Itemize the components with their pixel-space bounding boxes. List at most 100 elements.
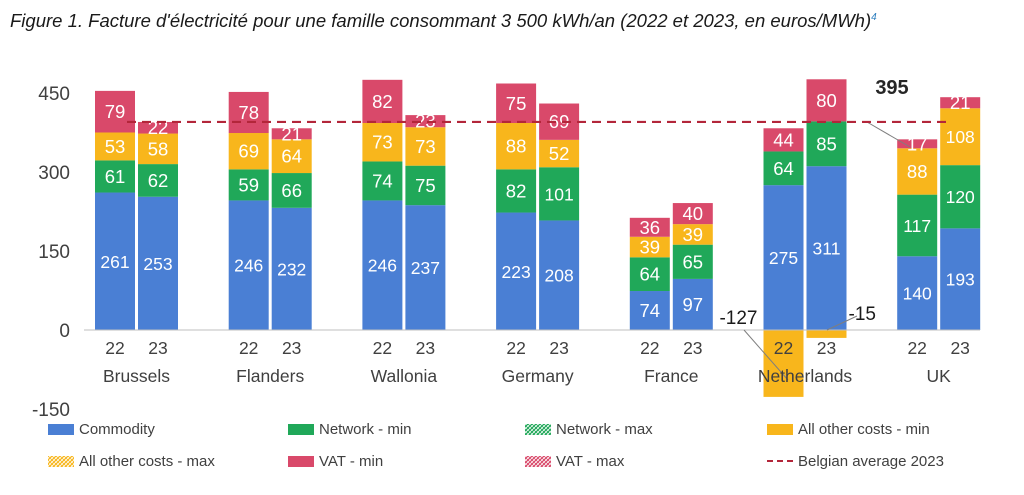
data-label-commodity: 237 bbox=[411, 258, 440, 278]
data-label-vat: 21 bbox=[281, 123, 302, 144]
data-label-other: 39 bbox=[683, 224, 704, 245]
segment-network bbox=[940, 165, 981, 229]
data-label-network: 61 bbox=[105, 166, 126, 187]
bar-wallonia-23: 237 75 73 23 bbox=[405, 111, 446, 330]
segment-vat bbox=[672, 203, 713, 225]
segment-vat bbox=[138, 121, 178, 134]
data-label-network: 66 bbox=[281, 180, 302, 201]
data-label-vat: 44 bbox=[773, 129, 794, 150]
data-label-other-negative: -127 bbox=[719, 308, 757, 329]
footnote-reference[interactable]: 4 bbox=[871, 11, 877, 23]
data-label-network: 65 bbox=[683, 251, 704, 272]
legend-item-all-other-costs-min: All other costs - min bbox=[767, 421, 930, 438]
segment-other bbox=[271, 139, 312, 174]
segment-other bbox=[806, 330, 847, 338]
x-country-label: Brussels bbox=[103, 366, 170, 386]
segment-other bbox=[496, 123, 537, 170]
x-country-label: Wallonia bbox=[371, 366, 438, 386]
legend-label: All other costs - max bbox=[79, 453, 215, 470]
legend-item-network-min: Network - min bbox=[288, 421, 412, 438]
legend-label: Belgian average 2023 bbox=[798, 453, 944, 470]
segment-other bbox=[95, 132, 135, 161]
data-label-vat: 82 bbox=[372, 91, 393, 112]
legend-label: All other costs - min bbox=[798, 421, 930, 438]
x-axis: 22 23 22 23 22 23 22 23 22 23 22 23 22 23 Brussels Flan… bbox=[103, 338, 970, 386]
data-label-network: 85 bbox=[816, 133, 837, 154]
data-label-vat: 23 bbox=[415, 111, 436, 132]
data-label-other: 69 bbox=[238, 141, 259, 162]
segment-vat bbox=[95, 90, 135, 133]
callout-leaders bbox=[743, 121, 911, 381]
legend-swatch bbox=[767, 424, 793, 435]
data-label-vat: 75 bbox=[506, 93, 527, 114]
data-label-vat: 22 bbox=[148, 117, 169, 138]
segment-vat bbox=[940, 97, 981, 109]
segment-other bbox=[405, 127, 446, 166]
data-label-commodity: 223 bbox=[501, 262, 530, 282]
figure-title: Figure 1. Facture d'électricité pour une… bbox=[10, 10, 1020, 32]
data-label-other: 53 bbox=[105, 136, 126, 157]
segment-commodity bbox=[496, 212, 537, 330]
segment-vat bbox=[362, 79, 403, 124]
x-year-label: 23 bbox=[950, 338, 969, 358]
segment-other bbox=[138, 133, 178, 165]
legend-swatch bbox=[288, 424, 314, 435]
x-year-label: 22 bbox=[907, 338, 926, 358]
x-year-label: 22 bbox=[506, 338, 525, 358]
bar-netherlands-23: 311 85 -15 80 bbox=[806, 79, 876, 338]
segment-vat bbox=[763, 128, 804, 152]
segment-network bbox=[138, 164, 178, 197]
segment-commodity bbox=[228, 200, 269, 330]
data-label-vat: 79 bbox=[105, 101, 126, 122]
bar-germany-22: 223 82 88 75 bbox=[496, 83, 537, 330]
segment-commodity bbox=[763, 185, 804, 330]
segment-commodity bbox=[138, 196, 178, 330]
data-label-other: 58 bbox=[148, 138, 169, 159]
legend-swatch bbox=[525, 456, 551, 467]
data-label-network: 64 bbox=[773, 158, 794, 179]
figure-title-text: Figure 1. Facture d'électricité pour une… bbox=[10, 10, 872, 31]
bar-uk-23: 193 120 108 21 bbox=[940, 92, 981, 330]
x-year-label: 23 bbox=[683, 338, 702, 358]
segment-network bbox=[806, 121, 847, 167]
segment-commodity bbox=[806, 166, 847, 330]
x-year-label: 23 bbox=[148, 338, 167, 358]
bar-germany-23: 208 101 52 69 bbox=[539, 103, 580, 330]
x-country-label: Germany bbox=[502, 366, 574, 386]
legend-swatch bbox=[525, 424, 551, 435]
data-label-vat: 17 bbox=[907, 133, 928, 154]
segment-vat bbox=[228, 91, 269, 134]
segment-other bbox=[763, 330, 804, 397]
legend-label: VAT - min bbox=[319, 453, 383, 470]
segment-network bbox=[539, 167, 580, 221]
segment-other bbox=[362, 123, 403, 162]
segment-other bbox=[539, 139, 580, 168]
data-label-network: 75 bbox=[415, 175, 436, 196]
x-country-label: Flanders bbox=[236, 366, 304, 386]
chart-panel: 450 300 150 0 -150 261 61 53 79 253 62 58 22 246 59 69 7… bbox=[22, 62, 1018, 492]
callout-leader-line bbox=[743, 329, 789, 381]
chart-legend: Commodity Network - min Network - max All o… bbox=[48, 421, 944, 470]
segment-network bbox=[763, 151, 804, 186]
segment-vat bbox=[629, 217, 670, 237]
segment-commodity bbox=[362, 200, 403, 330]
legend-label: Network - min bbox=[319, 421, 412, 438]
callout-leader-line bbox=[866, 121, 911, 148]
data-label-vat: 21 bbox=[950, 92, 971, 113]
stacked-bar-chart: 4503001500-15026161537925362582224659697… bbox=[32, 77, 981, 470]
bar-flanders-22: 246 59 69 78 bbox=[228, 91, 269, 330]
x-year-label: 23 bbox=[416, 338, 435, 358]
legend-swatch bbox=[48, 424, 74, 435]
x-country-label: UK bbox=[927, 366, 952, 386]
segment-network bbox=[271, 173, 312, 208]
x-country-label: Netherlands bbox=[758, 366, 853, 386]
data-label-other: 108 bbox=[946, 127, 975, 147]
x-year-label: 23 bbox=[817, 338, 836, 358]
segment-commodity bbox=[897, 256, 938, 330]
y-tick-label: 0 bbox=[59, 321, 70, 342]
data-label-network: 82 bbox=[506, 180, 527, 201]
segment-network bbox=[362, 161, 403, 201]
